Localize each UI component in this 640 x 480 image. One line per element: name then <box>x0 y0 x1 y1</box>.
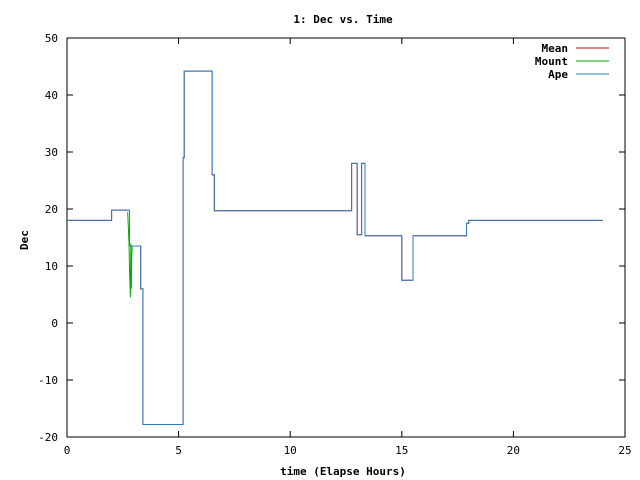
legend-label-ape: Ape <box>548 68 568 81</box>
legend-label-mean: Mean <box>542 42 569 55</box>
y-tick-label: 20 <box>45 203 58 216</box>
plot-frame <box>66 37 626 438</box>
chart-title: 1: Dec vs. Time <box>293 13 393 26</box>
series-line-mean <box>67 70 603 425</box>
y-tick-label: 10 <box>45 260 58 273</box>
x-tick-label: 15 <box>395 444 408 457</box>
axis-ticks <box>66 37 626 438</box>
series-lines <box>67 70 603 425</box>
x-tick-label: 0 <box>64 444 71 457</box>
y-tick-label: 50 <box>45 32 58 45</box>
y-axis-label: Dec <box>18 230 31 250</box>
series-line-ape <box>67 70 603 425</box>
y-tick-label: 40 <box>45 89 58 102</box>
series-line-mount <box>127 211 133 298</box>
y-tick-label: 30 <box>45 146 58 159</box>
x-tick-label: 20 <box>507 444 520 457</box>
x-tick-label: 10 <box>284 444 297 457</box>
x-tick-label: 25 <box>618 444 631 457</box>
legend-label-mount: Mount <box>535 55 568 68</box>
x-tick-label: 5 <box>175 444 182 457</box>
x-axis-label: time (Elapse Hours) <box>280 465 406 478</box>
y-tick-label: -10 <box>38 374 58 387</box>
y-tick-label: 0 <box>51 317 58 330</box>
y-tick-label: -20 <box>38 431 58 444</box>
axis-tick-labels: 0 5 10 15 20 25 -20 -10 0 10 20 30 40 50 <box>38 32 632 457</box>
